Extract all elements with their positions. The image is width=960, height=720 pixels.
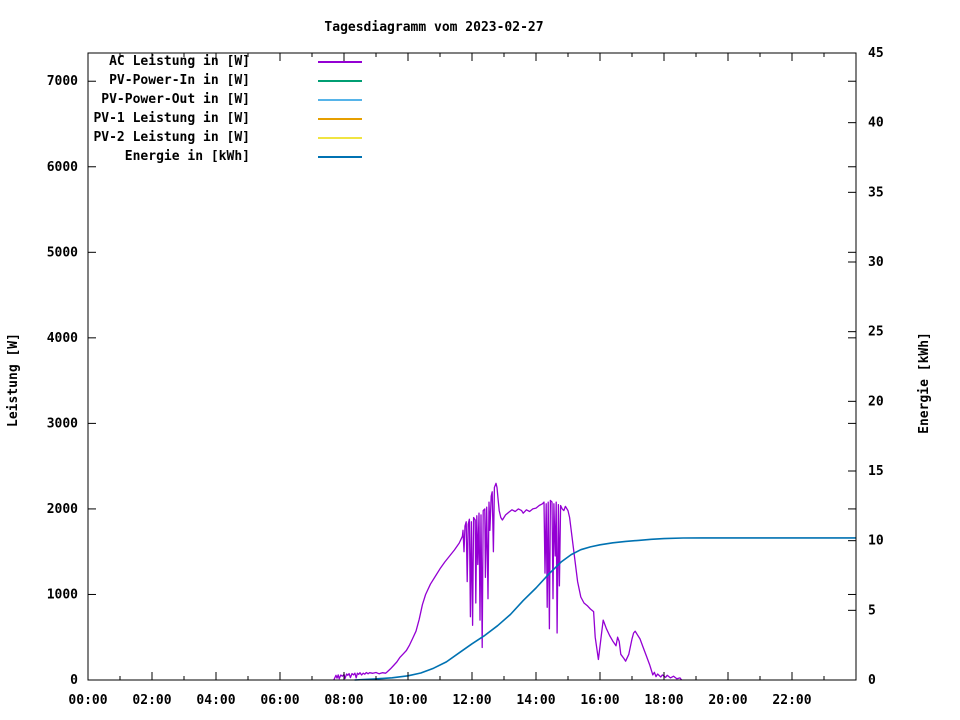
legend-label: PV-Power-In in [W] xyxy=(109,73,250,88)
chart-title: Tagesdiagramm vom 2023-02-27 xyxy=(324,20,544,35)
x-tick-label: 12:00 xyxy=(452,693,491,708)
y-left-tick-label: 3000 xyxy=(47,416,78,431)
x-tick-label: 00:00 xyxy=(68,693,107,708)
legend-row: PV-2 Leistung in [W] xyxy=(35,128,362,147)
y-right-tick-label: 30 xyxy=(868,255,884,270)
x-tick-label: 10:00 xyxy=(388,693,427,708)
x-tick-label: 20:00 xyxy=(708,693,747,708)
y-left-tick-label: 7000 xyxy=(47,74,78,89)
legend-line-sample xyxy=(318,98,362,101)
y-right-tick-label: 5 xyxy=(868,603,876,618)
x-tick-label: 08:00 xyxy=(324,693,363,708)
legend-line-sample xyxy=(318,155,362,158)
y-right-tick-label: 20 xyxy=(868,394,884,409)
x-tick-label: 02:00 xyxy=(132,693,171,708)
legend-row: PV-1 Leistung in [W] xyxy=(35,109,362,128)
y-left-tick-label: 5000 xyxy=(47,245,78,260)
legend-label: PV-Power-Out in [W] xyxy=(101,92,250,107)
legend: AC Leistung in [W] PV-Power-In in [W] PV-P… xyxy=(35,52,362,166)
y-right-tick-label: 15 xyxy=(868,464,884,479)
legend-label: AC Leistung in [W] xyxy=(109,54,250,69)
y-left-tick-label: 6000 xyxy=(47,160,78,175)
legend-row: AC Leistung in [W] xyxy=(35,52,362,71)
y-right-tick-label: 40 xyxy=(868,116,884,131)
x-tick-label: 14:00 xyxy=(516,693,555,708)
legend-row: PV-Power-Out in [W] xyxy=(35,90,362,109)
legend-line-sample xyxy=(318,60,362,63)
legend-line-sample xyxy=(318,136,362,139)
legend-label: PV-2 Leistung in [W] xyxy=(93,130,250,145)
x-tick-label: 04:00 xyxy=(196,693,235,708)
y-right-tick-label: 35 xyxy=(868,185,884,200)
x-tick-label: 06:00 xyxy=(260,693,299,708)
y-right-tick-label: 25 xyxy=(868,325,884,340)
y-left-tick-label: 4000 xyxy=(47,331,78,346)
y-left-tick-label: 2000 xyxy=(47,502,78,517)
legend-label: PV-1 Leistung in [W] xyxy=(93,111,250,126)
x-tick-label: 16:00 xyxy=(580,693,619,708)
y-right-tick-label: 45 xyxy=(868,46,884,61)
y-left-tick-label: 0 xyxy=(70,673,78,688)
legend-row: Energie in [kWh] xyxy=(35,147,362,166)
legend-label: Energie in [kWh] xyxy=(124,149,250,164)
series-ac-leistung-in-w xyxy=(333,482,683,681)
y-right-tick-label: 10 xyxy=(868,534,884,549)
x-tick-label: 18:00 xyxy=(644,693,683,708)
series-energie-in-kwh xyxy=(354,537,856,681)
y-left-tick-label: 1000 xyxy=(47,587,78,602)
legend-line-sample xyxy=(318,117,362,120)
x-tick-label: 22:00 xyxy=(772,693,811,708)
legend-row: PV-Power-In in [W] xyxy=(35,71,362,90)
legend-line-sample xyxy=(318,79,362,82)
y-right-tick-label: 0 xyxy=(868,673,876,688)
